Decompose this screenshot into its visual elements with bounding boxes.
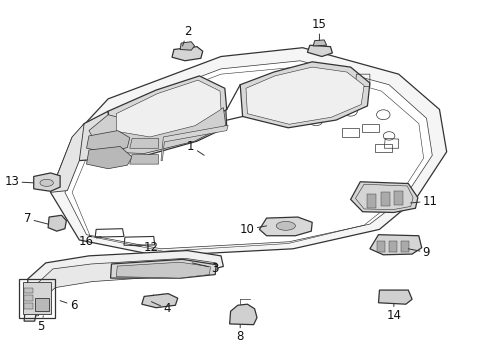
Text: 11: 11 (411, 195, 438, 208)
Polygon shape (180, 42, 195, 50)
Polygon shape (378, 290, 412, 304)
Polygon shape (116, 262, 210, 278)
Polygon shape (259, 217, 312, 236)
Ellipse shape (276, 221, 295, 230)
Polygon shape (23, 282, 50, 314)
Polygon shape (351, 182, 418, 212)
Polygon shape (368, 194, 376, 208)
Polygon shape (50, 48, 447, 256)
Polygon shape (87, 147, 132, 169)
Polygon shape (142, 294, 178, 308)
Text: 15: 15 (312, 18, 327, 41)
Polygon shape (394, 190, 403, 205)
Polygon shape (36, 258, 218, 316)
Text: 1: 1 (187, 140, 204, 155)
Text: 9: 9 (408, 246, 430, 259)
Polygon shape (65, 61, 432, 249)
Text: 6: 6 (60, 299, 77, 312)
Text: 5: 5 (37, 316, 45, 333)
Polygon shape (24, 295, 33, 301)
Polygon shape (370, 235, 422, 255)
Polygon shape (161, 125, 228, 161)
Text: 16: 16 (79, 235, 101, 248)
Polygon shape (87, 131, 130, 153)
Text: 8: 8 (237, 325, 244, 343)
Polygon shape (50, 123, 84, 192)
Text: 4: 4 (151, 302, 171, 315)
Text: 2: 2 (183, 25, 191, 46)
Polygon shape (34, 173, 60, 191)
Polygon shape (24, 288, 33, 293)
Polygon shape (381, 192, 390, 207)
Polygon shape (389, 242, 397, 252)
Text: 10: 10 (240, 223, 267, 236)
Polygon shape (89, 108, 226, 154)
Polygon shape (307, 45, 332, 57)
Polygon shape (246, 67, 364, 124)
Polygon shape (24, 303, 33, 309)
Polygon shape (74, 109, 227, 161)
Polygon shape (35, 298, 49, 311)
Polygon shape (377, 242, 385, 252)
Text: 7: 7 (24, 212, 48, 225)
Polygon shape (48, 215, 66, 231)
Polygon shape (130, 138, 159, 148)
Text: 13: 13 (4, 175, 34, 188)
Polygon shape (172, 47, 203, 61)
Polygon shape (111, 259, 216, 278)
Polygon shape (230, 304, 257, 325)
Polygon shape (108, 76, 227, 139)
Text: 12: 12 (130, 240, 159, 253)
Text: 14: 14 (386, 303, 401, 322)
Polygon shape (24, 251, 223, 321)
Polygon shape (240, 62, 370, 128)
Text: 3: 3 (192, 262, 219, 275)
Polygon shape (401, 242, 409, 252)
Polygon shape (116, 80, 221, 137)
Ellipse shape (40, 179, 53, 186)
Polygon shape (130, 154, 159, 164)
Polygon shape (313, 40, 327, 46)
